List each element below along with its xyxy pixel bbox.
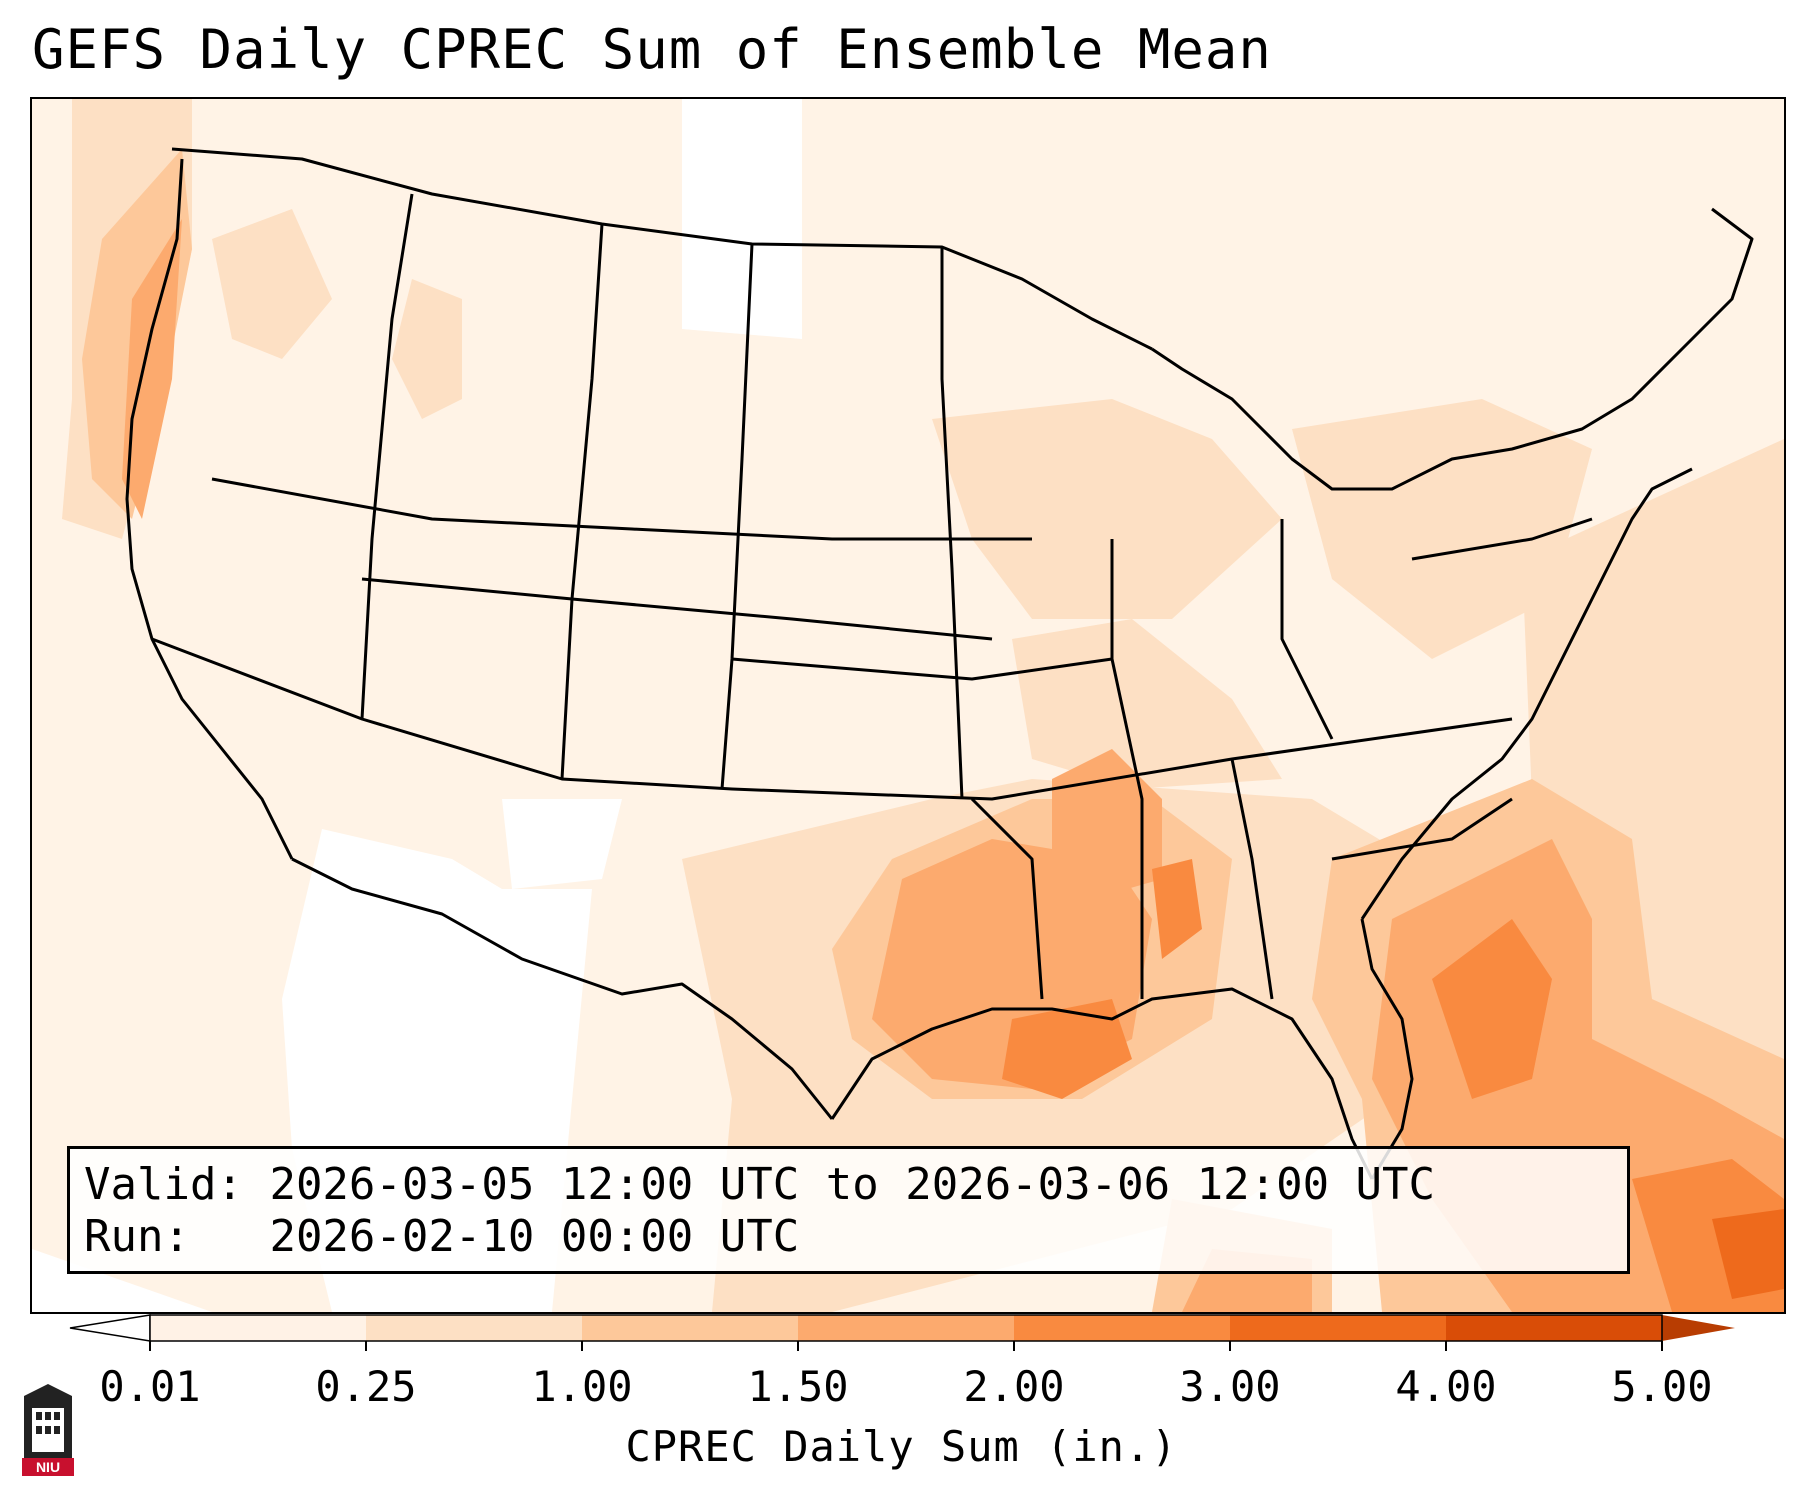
logo-text: NIU <box>36 1459 60 1475</box>
colorbar-bin <box>1014 1315 1230 1341</box>
valid-label: Valid: <box>84 1159 243 1210</box>
colorbar-bin <box>798 1315 1014 1341</box>
colorbar-tick-label: 0.01 <box>99 1362 201 1411</box>
colorbar-bin <box>582 1315 798 1341</box>
colorbar-tick-label: 0.25 <box>315 1362 417 1411</box>
colorbar-tick-label: 1.50 <box>747 1362 849 1411</box>
colorbar-bin <box>1230 1315 1446 1341</box>
run-label: Run: <box>84 1211 190 1262</box>
map-panel <box>30 97 1786 1314</box>
valid-value: 2026-03-05 12:00 UTC to 2026-03-06 12:00… <box>269 1159 1436 1210</box>
colorbar-tick-label: 4.00 <box>1395 1362 1497 1411</box>
run-line: Run: 2026-02-10 00:00 UTC <box>84 1211 799 1262</box>
colorbar-label: CPREC Daily Sum (in.) <box>625 1422 1178 1471</box>
political-boundaries <box>125 147 1754 1180</box>
precip-extreme <box>1712 1209 1784 1299</box>
colorbar-over-extension <box>1662 1315 1735 1341</box>
colorbar-under-extension <box>69 1314 151 1342</box>
run-value: 2026-02-10 00:00 UTC <box>269 1211 800 1262</box>
colorbar-tick-label: 2.00 <box>963 1362 1065 1411</box>
colorbar <box>69 1314 1735 1351</box>
colorbar-bin <box>150 1315 366 1341</box>
map-title: GEFS Daily CPREC Sum of Ensemble Mean <box>32 18 1272 81</box>
colorbar-tick-label: 5.00 <box>1611 1362 1713 1411</box>
colorbar-tick-label: 1.00 <box>531 1362 633 1411</box>
niu-logo: NIU <box>22 1384 74 1476</box>
colorbar-bin <box>366 1315 582 1341</box>
colorbar-bin <box>1446 1315 1662 1341</box>
valid-line: Valid: 2026-03-05 12:00 UTC to 2026-03-0… <box>84 1159 1435 1210</box>
colorbar-frame <box>149 1314 1663 1342</box>
colorbar-tick-label: 3.00 <box>1179 1362 1281 1411</box>
valid-time-box: Valid: 2026-03-05 12:00 UTC to 2026-03-0… <box>67 1146 1630 1274</box>
